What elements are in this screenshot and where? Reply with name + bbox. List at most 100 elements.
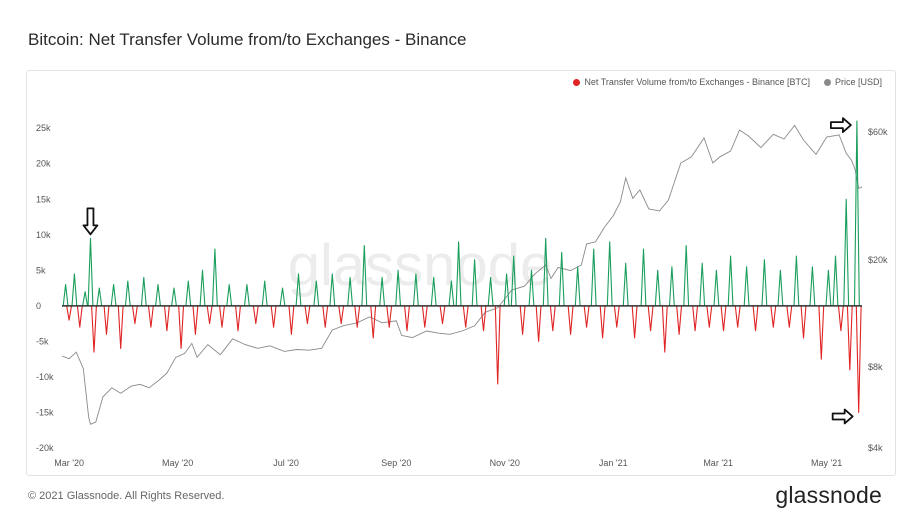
outflow-spike	[567, 305, 574, 335]
x-tick-label: Jan '21	[599, 458, 628, 468]
outflow-spike	[462, 305, 469, 328]
inflow-spike	[590, 248, 597, 306]
legend-item-price[interactable]: Price [USD]	[823, 77, 882, 87]
outflow-spike	[800, 305, 807, 339]
x-tick-label: Sep '20	[381, 458, 411, 468]
outflow-spike	[480, 305, 487, 332]
legend: Net Transfer Volume from/to Exchanges - …	[573, 77, 882, 87]
inflow-spike	[574, 266, 581, 306]
outflow-spike	[599, 305, 606, 339]
inflow-spike	[777, 269, 784, 306]
x-tick-label: Jul '20	[273, 458, 299, 468]
outflow-spike	[818, 305, 825, 360]
inflow-spike	[87, 237, 94, 306]
outflow-spike	[720, 305, 727, 332]
outflow-spike	[304, 305, 311, 325]
x-tick-label: May '20	[162, 458, 193, 468]
outflow-spike	[549, 305, 556, 332]
inflow-spike	[558, 252, 565, 306]
y-left-tick-label: 20k	[36, 159, 51, 169]
inflow-spike	[140, 276, 147, 306]
y-left-tick-label: -10k	[36, 372, 54, 382]
outflow-spike	[770, 305, 777, 328]
outflow-spike	[692, 305, 699, 332]
inflow-spike	[668, 266, 675, 306]
y-left-tick-label: 15k	[36, 194, 51, 204]
inflow-spike	[379, 276, 386, 306]
outflow-spike	[421, 305, 428, 328]
inflow-spike	[430, 276, 437, 306]
x-tick-label: Mar '20	[54, 458, 84, 468]
inflow-spike	[471, 259, 478, 306]
legend-label-price: Price [USD]	[834, 77, 882, 87]
inflow-spike	[448, 280, 455, 306]
inflow-spike	[361, 244, 368, 306]
inflow-spike	[71, 273, 78, 306]
inflow-spike	[185, 280, 192, 306]
outflow-spike	[439, 305, 446, 325]
inflow-spike	[110, 284, 117, 306]
outflow-spike	[76, 305, 83, 328]
inflow-spike	[124, 280, 131, 306]
y-left-tick-label: 10k	[36, 230, 51, 240]
inflow-spike	[503, 273, 510, 306]
y-left-tick-label: -15k	[36, 407, 54, 417]
outflow-spike	[131, 305, 138, 325]
inflow-spike	[640, 248, 647, 306]
outflow-spike	[235, 305, 241, 332]
inflow-spike	[261, 280, 268, 306]
inflow-spike	[699, 262, 706, 306]
inflow-spike	[171, 287, 177, 306]
inflow-spike	[82, 291, 89, 306]
outflow-spike	[706, 305, 713, 328]
outflow-spike	[386, 305, 393, 328]
inflow-spike	[853, 120, 860, 306]
x-tick-label: May '21	[811, 458, 842, 468]
inflow-spike	[313, 280, 320, 306]
legend-item-net-transfer[interactable]: Net Transfer Volume from/to Exchanges - …	[573, 77, 810, 87]
inflow-spike	[825, 269, 832, 306]
y-left-tick-label: -20k	[36, 443, 54, 453]
inflow-spike	[96, 287, 103, 306]
x-tick-label: Nov '20	[490, 458, 520, 468]
outflow-spike	[147, 305, 154, 328]
outflow-spike	[846, 305, 853, 371]
outflow-spike	[338, 305, 345, 325]
outflow-spike	[91, 305, 97, 353]
inflow-spike	[62, 284, 69, 306]
x-tick-label: Mar '21	[703, 458, 733, 468]
inflow-spike	[295, 273, 302, 306]
inflow-spike	[412, 273, 419, 306]
outflow-spike	[66, 305, 73, 321]
inflow-spike	[743, 266, 750, 306]
copyright: © 2021 Glassnode. All Rights Reserved.	[28, 490, 225, 502]
outflow-spike	[494, 305, 501, 385]
outflow-spike	[103, 305, 110, 335]
chart-title: Bitcoin: Net Transfer Volume from/to Exc…	[28, 30, 467, 49]
outflow-spike	[837, 305, 844, 332]
inflow-spike	[528, 269, 535, 306]
inflow-spike	[329, 273, 336, 306]
inflow-spike	[226, 284, 233, 306]
outflow-spike	[855, 305, 862, 414]
inflow-spike	[199, 269, 206, 306]
outflow-spike	[163, 305, 170, 332]
outflow-spike	[647, 305, 654, 332]
outflow-spike	[178, 305, 185, 350]
legend-swatch-net-transfer	[573, 78, 581, 86]
outflow-spike	[734, 305, 741, 328]
brand-logo: glassnode	[775, 482, 882, 508]
outflow-spike	[661, 305, 668, 353]
y-right-tick-label: $8k	[868, 362, 883, 372]
inflow-spike	[793, 255, 800, 306]
inflow-spike	[654, 269, 661, 306]
y-right-tick-label: $60k	[868, 127, 888, 137]
outflow-spike	[535, 305, 542, 342]
outflow-spike	[613, 305, 620, 328]
outflow-spike	[752, 305, 759, 332]
legend-label-net-transfer: Net Transfer Volume from/to Exchanges - …	[584, 77, 810, 87]
inflow-spike	[606, 241, 613, 306]
inflow-spike	[211, 248, 218, 306]
